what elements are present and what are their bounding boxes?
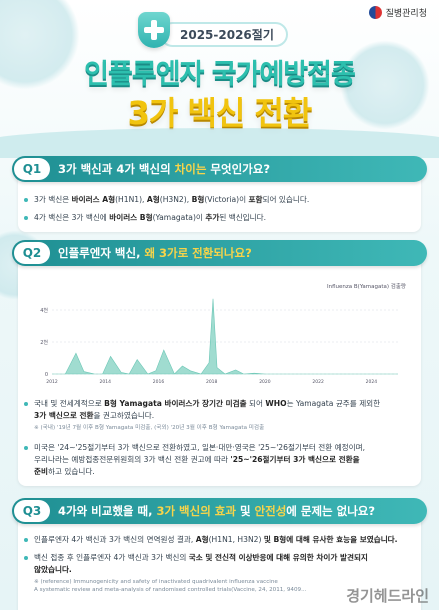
x-tick-label: 2020 xyxy=(259,379,271,385)
org-logo: 질병관리청 xyxy=(368,6,427,19)
q2-badge: Q2 xyxy=(14,242,50,264)
q2-question: 인플루엔자 백신, 왜 3가로 전환되나요? xyxy=(58,246,252,260)
q3-note-1: ※ (reference) Immunogenicity and safety … xyxy=(34,579,278,585)
medical-shield-icon xyxy=(138,12,170,48)
y-tick-label: 2천 xyxy=(40,339,48,346)
yamagata-chart: Influenza B(Yamagata) 검출량 0 2천 4천 2012 2014… xyxy=(26,278,413,390)
x-tick-label: 2024 xyxy=(366,379,378,385)
watermark: 경기헤드라인 xyxy=(346,587,429,605)
main-subtitle: 3가 백신 전환 xyxy=(127,94,313,132)
q1-question: 3가 백신과 4가 백신의 차이는 무엇인가요? xyxy=(58,162,270,176)
q1-badge: Q1 xyxy=(14,158,50,180)
q2-bullet-1: 국내 및 전세계적으로 B형 Yamagata 바이러스가 장기간 미검출 되어… xyxy=(24,398,413,422)
x-tick-label: 2014 xyxy=(100,379,112,385)
x-tick-label: 2012 xyxy=(46,379,58,385)
virus-decoration xyxy=(340,40,430,130)
q3-card xyxy=(18,508,421,610)
q3-question-bar: Q3 4가와 비교했을 때, 3가 백신의 효과 및 안전성에 문제는 없나요? xyxy=(12,498,427,524)
q2-bullet-2: 미국은 '24~'25절기부터 3가 백신으로 전환하였고, 일본·대만·영국은… xyxy=(24,442,413,478)
season-pill: 2025-2026절기 xyxy=(160,22,288,47)
q1-question-bar: Q1 3가 백신과 4가 백신의 차이는 무엇인가요? xyxy=(12,156,427,182)
chart-svg: Influenza B(Yamagata) 검출량 0 2천 4천 2012 2014… xyxy=(40,282,406,385)
y-tick-label: 0 xyxy=(45,372,48,378)
q3-question: 4가와 비교했을 때, 3가 백신의 효과 및 안전성에 문제는 없나요? xyxy=(58,504,376,518)
chart-title: Influenza B(Yamagata) 검출량 xyxy=(327,282,406,290)
x-tick-label: 2018 xyxy=(206,379,218,385)
series-area xyxy=(52,298,398,375)
wave-decoration xyxy=(0,128,439,158)
x-tick-label: 2022 xyxy=(312,379,324,385)
q3-bullet-2: 백신 접종 후 인플루엔자 4가 백신과 3가 백신의 국소 및 전신적 이상반… xyxy=(24,552,413,576)
kdca-logo-icon xyxy=(368,6,382,19)
q1-bullet-2: 4가 백신은 3가 백신에 바이러스 B형(Yamagata)이 추가된 백신입… xyxy=(24,212,413,224)
q1-bullet-1: 3가 백신은 바이러스 A형(H1N1), A형(H3N2), B형(Victo… xyxy=(24,194,413,206)
x-tick-label: 2016 xyxy=(153,379,165,385)
main-title: 인플루엔자 국가예방접종 xyxy=(84,59,356,90)
q3-badge: Q3 xyxy=(14,500,50,522)
y-tick-label: 4천 xyxy=(40,307,48,314)
q3-note-2: A systematic review and meta-analysis of… xyxy=(34,587,307,593)
org-name: 질병관리청 xyxy=(385,9,427,19)
q2-note: ※ (국내) '19년 7월 이후 B형 Yamagata 미검출, (국외) … xyxy=(34,425,265,431)
q3-bullet-1: 인플루엔자 4가 백신과 3가 백신의 면역원성 결과, A형(H1N1, H3… xyxy=(24,534,413,546)
q2-question-bar: Q2 인플루엔자 백신, 왜 3가로 전환되나요? xyxy=(12,240,427,266)
